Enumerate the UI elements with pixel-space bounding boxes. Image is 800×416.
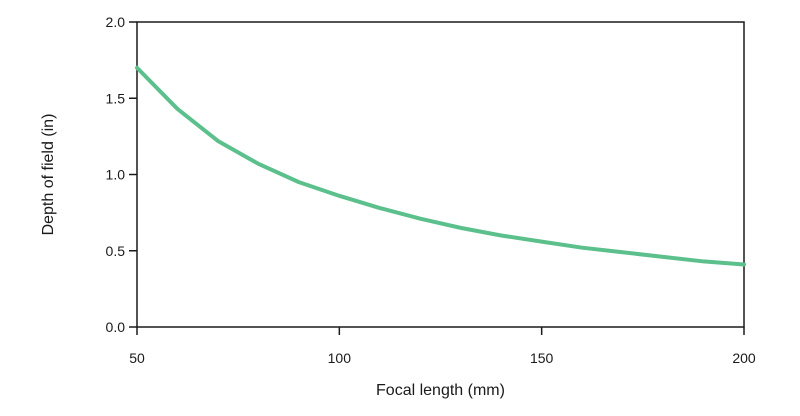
series-layer	[135, 65, 746, 267]
y-axis-label: Depth of field (in)	[40, 114, 57, 236]
x-tick-label: 100	[328, 350, 352, 366]
series-line	[135, 65, 746, 267]
y-axis-ticks: 0.0 0.5 1.0 1.5 2.0	[106, 14, 137, 335]
x-axis-ticks: 50 100 150 200	[129, 327, 756, 366]
x-tick-label: 200	[732, 350, 756, 366]
x-axis-label: Focal length (mm)	[376, 382, 505, 399]
y-tick-label: 2.0	[106, 14, 126, 30]
x-tick-label: 150	[530, 350, 554, 366]
x-tick-label: 50	[129, 350, 145, 366]
y-tick-label: 0.5	[106, 243, 126, 259]
y-tick-label: 0.0	[106, 319, 126, 335]
y-tick-label: 1.0	[106, 167, 126, 183]
y-tick-label: 1.5	[106, 90, 126, 106]
plot-frame	[136, 21, 745, 328]
